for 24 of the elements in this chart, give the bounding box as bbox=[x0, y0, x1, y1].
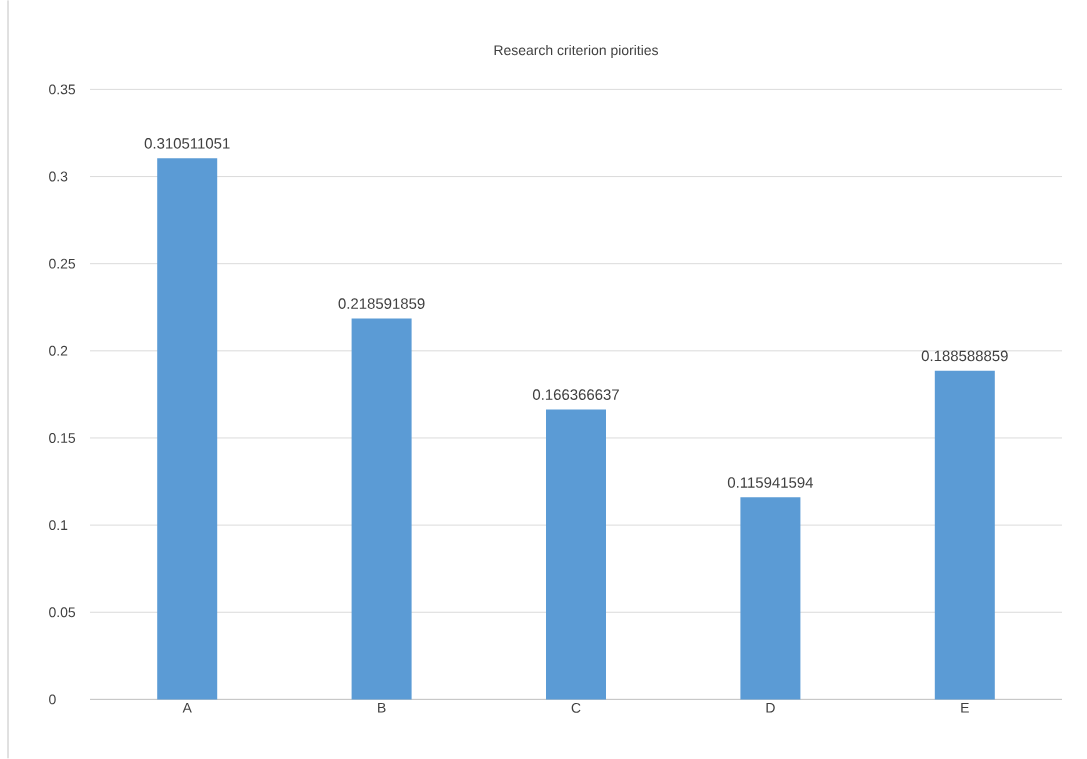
x-tick-label: C bbox=[571, 703, 581, 713]
x-tick-label: B bbox=[378, 703, 386, 713]
y-tick-label: 0.35 bbox=[49, 84, 76, 95]
y-tick-label: 0.2 bbox=[49, 345, 68, 356]
x-tick-label: A bbox=[182, 703, 192, 713]
data-label: 0.166366637 bbox=[532, 389, 619, 401]
data-label: 0.218591859 bbox=[338, 298, 425, 309]
bar bbox=[740, 497, 801, 700]
chart-title: Research criterion piorities bbox=[494, 44, 659, 58]
data-label: 0.310511051 bbox=[144, 138, 230, 149]
bar bbox=[546, 409, 606, 700]
data-label: 0.115941594 bbox=[727, 477, 814, 488]
y-tick-label: 0.15 bbox=[49, 433, 76, 443]
x-tick-label: E bbox=[961, 703, 969, 713]
y-tick-label: 0 bbox=[49, 694, 56, 705]
y-tick-label: 0.1 bbox=[49, 520, 68, 531]
x-tick-label: D bbox=[766, 703, 775, 713]
y-tick-label: 0.05 bbox=[49, 607, 76, 618]
y-tick-label: 0.3 bbox=[49, 171, 68, 182]
bar bbox=[934, 370, 995, 700]
y-tick-label: 0.25 bbox=[49, 258, 76, 269]
bar bbox=[351, 318, 412, 700]
data-label: 0.188588859 bbox=[921, 350, 1008, 362]
bar bbox=[157, 158, 218, 700]
